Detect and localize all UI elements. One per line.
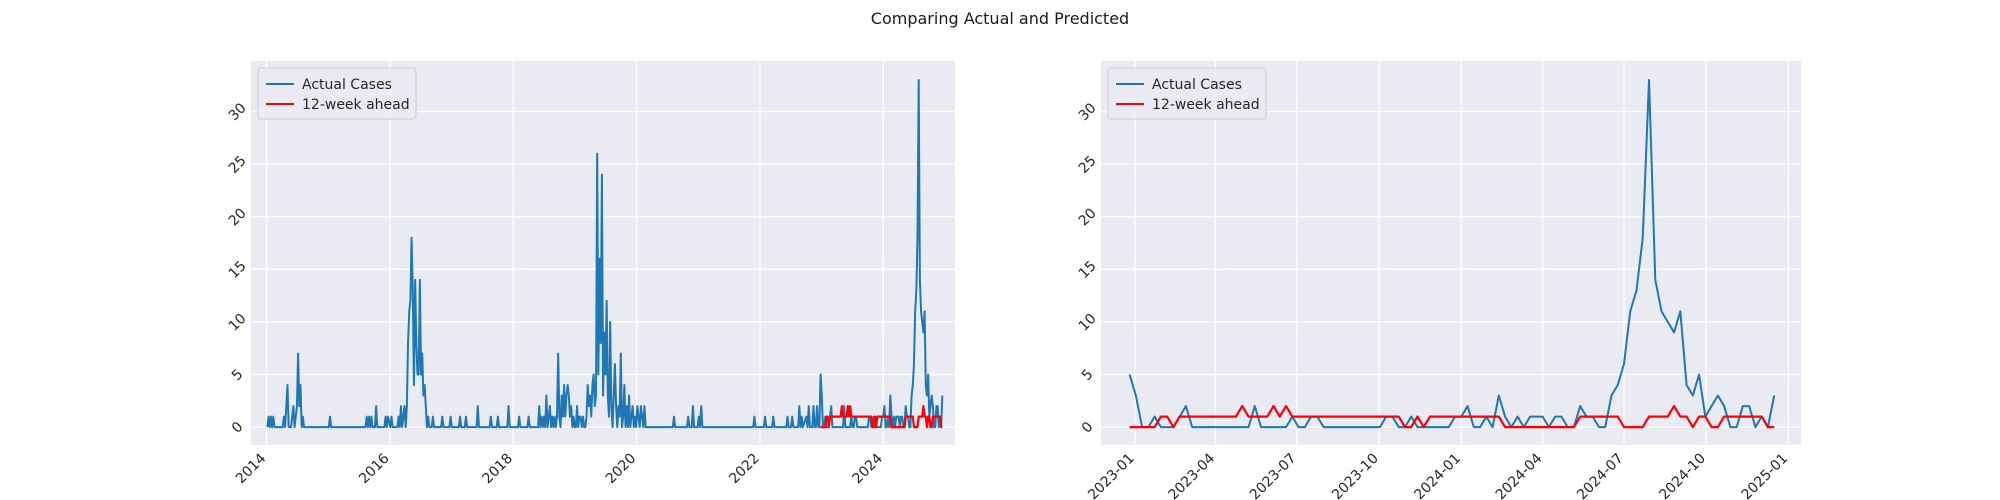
legend bbox=[257, 67, 417, 120]
y-tick-label: 20 bbox=[226, 205, 250, 229]
y-tick-label: 15 bbox=[226, 258, 250, 282]
x-tick-label: 2024-01 bbox=[1411, 451, 1464, 500]
x-tick-label: 2014 bbox=[233, 450, 270, 487]
x-tick-label: 2023-07 bbox=[1247, 451, 1300, 500]
y-tick-label: 0 bbox=[1079, 419, 1097, 437]
y-tick-label: 10 bbox=[1076, 311, 1100, 335]
x-tick-label: 2024-07 bbox=[1574, 451, 1627, 500]
series-line-predicted bbox=[1129, 404, 1775, 429]
y-tick-label: 15 bbox=[1076, 258, 1100, 282]
x-tick-label: 2022 bbox=[726, 451, 763, 488]
x-tick-label: 2020 bbox=[603, 451, 640, 488]
x-tick-label: 2016 bbox=[356, 450, 393, 487]
series-line-actual bbox=[266, 78, 944, 429]
x-tick-label: 2025-01 bbox=[1739, 451, 1792, 500]
x-tick-label: 2023-04 bbox=[1166, 450, 1219, 500]
chart-panel-left: 2014 2016 2018 2020 2022 2024 0 5 10 15 20 25 30 Actu… bbox=[226, 61, 955, 487]
y-tick-label: 5 bbox=[1079, 366, 1097, 384]
y-tick-label: 5 bbox=[229, 366, 247, 384]
legend-label-predicted: 12-week ahead bbox=[302, 97, 410, 113]
x-tick-label: 2023-01 bbox=[1085, 451, 1138, 500]
x-tick-label: 2024-04 bbox=[1493, 450, 1546, 500]
x-tick-label: 2024-10 bbox=[1656, 451, 1709, 500]
legend-label-actual: Actual Cases bbox=[302, 77, 392, 93]
x-tick-label: 2024 bbox=[850, 450, 887, 487]
legend bbox=[1107, 67, 1267, 120]
y-tick-label: 25 bbox=[1076, 153, 1100, 177]
plot-area bbox=[1101, 61, 1801, 445]
x-tick-label: 2023-10 bbox=[1329, 451, 1382, 500]
legend-label-predicted: 12-week ahead bbox=[1152, 97, 1260, 113]
figure-suptitle: Comparing Actual and Predicted bbox=[871, 9, 1129, 28]
chart-panel-right: 2023-01 2023-04 2023-07 2023-10 2024-01 2024-… bbox=[1076, 61, 1801, 500]
legend-label-actual: Actual Cases bbox=[1152, 77, 1242, 93]
y-tick-label: 0 bbox=[229, 419, 247, 437]
y-tick-label: 10 bbox=[226, 311, 250, 335]
y-tick-label: 25 bbox=[226, 153, 250, 177]
x-tick-label: 2018 bbox=[480, 451, 517, 488]
series-line-actual bbox=[1128, 78, 1776, 429]
series-line-predicted bbox=[820, 404, 943, 429]
y-tick-label: 20 bbox=[1076, 205, 1100, 229]
y-tick-label: 30 bbox=[1076, 100, 1100, 124]
y-tick-label: 30 bbox=[226, 100, 250, 124]
